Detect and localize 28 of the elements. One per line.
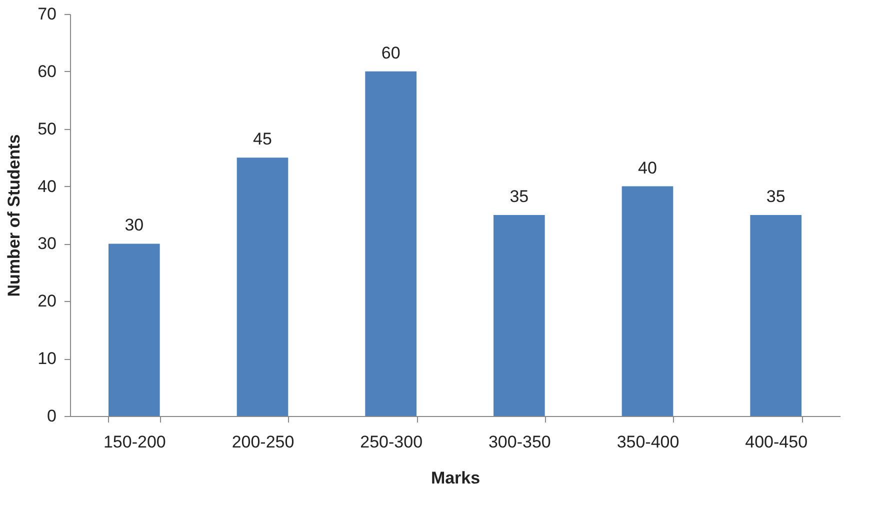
x-tick-label: 350-400 [616,432,680,452]
x-tick-label: 300-350 [488,432,551,452]
data-label: 30 [124,216,144,235]
x-axis-title: Marks [430,468,480,488]
bar [236,158,288,416]
y-tick-label: 20 [38,292,56,311]
data-label: 35 [766,187,786,206]
y-tick-label: 10 [38,349,56,368]
x-tick-label: 200-250 [232,432,294,452]
y-tick-label: 70 [38,4,56,24]
bar [365,71,416,416]
y-tick-label: 0 [47,406,56,426]
y-tick-label: 50 [38,119,56,138]
y-tick-label: 30 [38,234,56,254]
data-label: 40 [638,158,657,178]
bar [750,215,802,416]
data-label: 60 [381,43,400,62]
y-axis-title: Number of Students [4,134,24,297]
bar [622,186,674,416]
y-tick-label: 60 [38,62,56,81]
y-tick-label: 40 [38,176,56,196]
x-tick-label: 150-200 [103,432,166,452]
x-tick-label: 250-300 [360,432,423,452]
bar [108,244,160,416]
x-tick-label: 400-450 [745,432,808,452]
data-label: 35 [510,187,529,206]
bar [494,215,545,416]
data-label: 45 [253,130,272,149]
